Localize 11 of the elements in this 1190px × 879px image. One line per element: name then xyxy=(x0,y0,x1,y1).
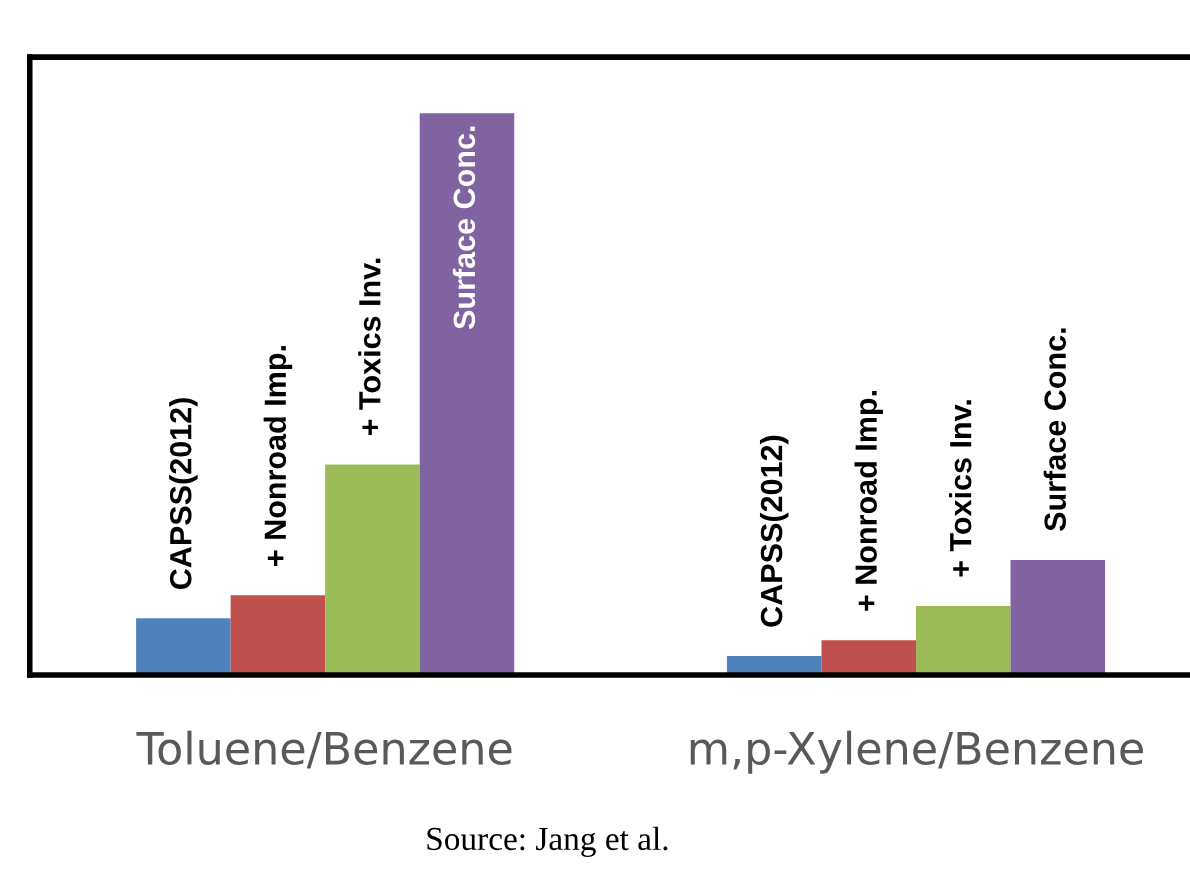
text: CAPSS(2012) xyxy=(759,435,789,627)
source-note: Source: Jang et al. xyxy=(427,826,668,858)
text: + Nonroad Imp. xyxy=(263,346,293,566)
text: + Toxics Inv. xyxy=(358,258,381,436)
x-tick-label: m,p-Xylene/Benzene xyxy=(690,730,1143,774)
series-label: Surface Conc. xyxy=(452,126,476,330)
text: + Toxics Inv. xyxy=(949,400,972,577)
text: Surface Conc. xyxy=(1043,328,1067,531)
text: + Nonroad Imp. xyxy=(854,391,883,611)
text: CAPSS(2012) xyxy=(169,398,198,589)
x-tick-label: Toluene/Benzene xyxy=(136,730,512,769)
